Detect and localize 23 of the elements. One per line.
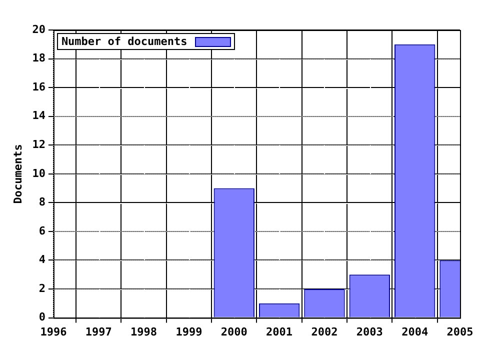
y-tick-label: 18 [32,52,46,65]
y-tick-label: 8 [38,196,46,209]
x-tick-label: 2004 [402,325,428,338]
y-tick-label: 0 [38,310,46,324]
y-axis-title: Documents [11,144,24,204]
y-tick-label: 10 [32,166,46,180]
y-tick-label: 4 [38,253,46,266]
x-tick-label: 2005 [446,325,474,338]
x-tick-label: 2001 [266,325,293,338]
y-tick-label: 12 [32,138,46,151]
y-tick-label: 2 [38,282,46,295]
x-tick-label: 2000 [220,325,248,338]
y-tick-label: 20 [32,22,46,36]
y-tick-label: 6 [38,224,46,238]
legend-label: Number of documents [61,35,188,48]
x-tick-label: 2002 [311,325,338,338]
x-tick-label: 2003 [356,325,383,338]
y-tick-label: 14 [32,109,46,122]
x-tick-label: 1999 [176,325,202,338]
x-tick-label: 1997 [85,325,112,338]
x-tick-label: 1996 [40,325,68,338]
y-tick-label: 16 [32,80,46,94]
x-tick-label: 1998 [130,325,158,338]
